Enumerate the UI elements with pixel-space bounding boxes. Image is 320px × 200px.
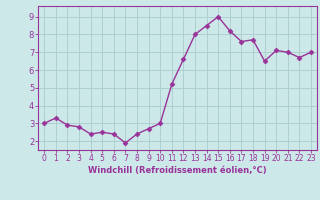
X-axis label: Windchill (Refroidissement éolien,°C): Windchill (Refroidissement éolien,°C) xyxy=(88,166,267,175)
